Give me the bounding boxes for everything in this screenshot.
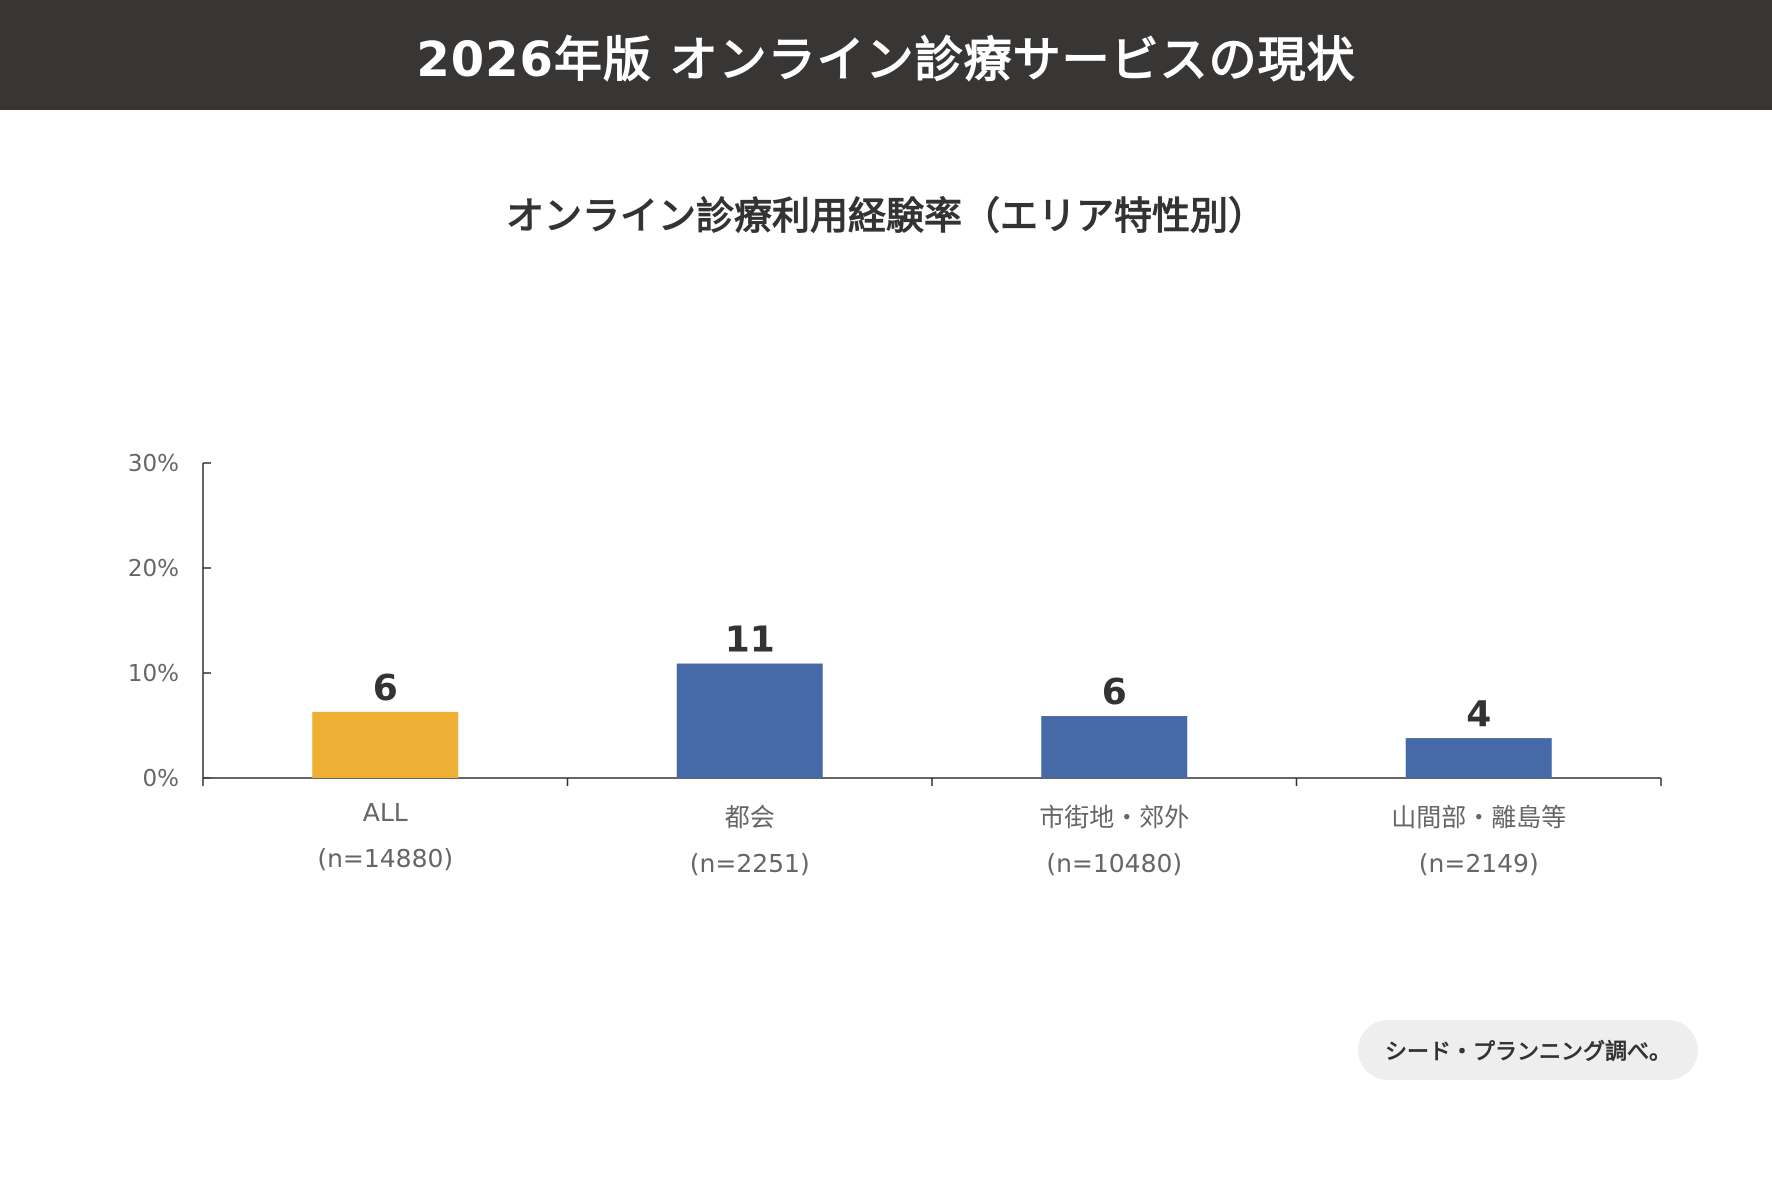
category-sample-size: (n=10480) — [1046, 849, 1182, 878]
category-label: 都会 — [725, 803, 775, 832]
category-label: 山間部・離島等 — [1391, 803, 1566, 832]
y-tick-label: 30% — [128, 451, 179, 477]
category-sample-size: (n=2251) — [690, 849, 810, 878]
source-text: シード・プランニング調べ。 — [1384, 1040, 1671, 1065]
chart-title: オンライン診療利用経験率（エリア特性別） — [505, 194, 1266, 238]
y-tick-label: 10% — [128, 661, 179, 687]
category-sample-size: (n=14880) — [317, 844, 453, 873]
bar — [312, 711, 459, 778]
category-label: 市街地・郊外 — [1039, 803, 1189, 832]
category-label: ALL — [363, 798, 408, 827]
y-tick-label: 0% — [143, 766, 180, 792]
data-label: 6 — [373, 668, 398, 709]
source-badge: シード・プランニング調べ。 — [1358, 1020, 1698, 1080]
bar — [676, 663, 823, 778]
data-label: 4 — [1466, 694, 1491, 735]
page-title: 2026年版 オンライン診療サービスの現状 — [416, 32, 1356, 88]
page-header: 2026年版 オンライン診療サービスの現状 — [0, 0, 1772, 110]
category-sample-size: (n=2149) — [1419, 849, 1539, 878]
y-tick-label: 20% — [128, 556, 179, 582]
bar — [1405, 738, 1552, 778]
data-label: 6 — [1102, 672, 1127, 713]
bar — [1041, 716, 1188, 778]
data-label: 11 — [725, 620, 775, 661]
